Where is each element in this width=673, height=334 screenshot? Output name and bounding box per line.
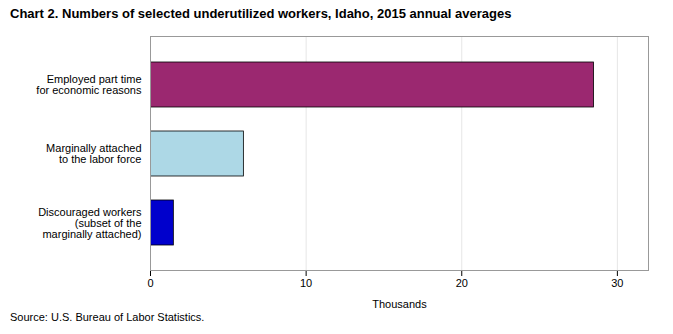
svg-text:30: 30 bbox=[611, 277, 623, 289]
svg-text:0: 0 bbox=[147, 277, 153, 289]
svg-text:Thousands: Thousands bbox=[372, 298, 427, 310]
svg-text:Employed part timefor economic: Employed part timefor economic reasons bbox=[36, 73, 142, 96]
svg-text:20: 20 bbox=[456, 277, 468, 289]
svg-text:10: 10 bbox=[300, 277, 312, 289]
html-text:Source: U.S. Bureau of Labor S: Source: U.S. Bureau of Labor Statistics. bbox=[10, 311, 205, 323]
html-text:Chart 2. Numbers of selected u: Chart 2. Numbers of selected underutiliz… bbox=[10, 6, 512, 21]
svg-text:Discouraged workers(subset of: Discouraged workers(subset of themargina… bbox=[38, 206, 142, 240]
svg-text:Marginally attachedto the labo: Marginally attachedto the labor force bbox=[46, 142, 141, 165]
